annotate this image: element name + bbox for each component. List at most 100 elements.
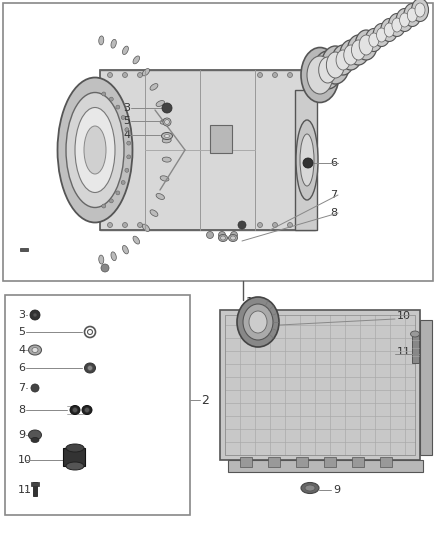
Text: 4: 4 [18,345,25,355]
Bar [100,70,315,230]
Ellipse shape [305,485,315,491]
Circle shape [303,158,313,168]
Text: 4: 4 [123,130,130,140]
Circle shape [258,72,262,77]
Ellipse shape [296,120,318,200]
Circle shape [138,222,142,228]
Circle shape [125,168,129,172]
Text: 6: 6 [330,158,337,168]
Ellipse shape [344,45,358,65]
Text: 9: 9 [18,430,25,440]
Ellipse shape [165,134,170,138]
Circle shape [107,72,113,77]
Bar [240,457,252,467]
Circle shape [272,222,278,228]
Ellipse shape [66,462,84,470]
Ellipse shape [156,193,164,199]
Ellipse shape [389,13,406,36]
Text: 8: 8 [330,208,337,218]
Ellipse shape [73,408,78,413]
Circle shape [127,141,131,145]
Circle shape [127,155,131,159]
Ellipse shape [32,348,38,352]
Circle shape [33,313,37,317]
Text: 1: 1 [246,296,254,310]
Circle shape [272,72,278,77]
Text: 7: 7 [330,190,337,200]
Circle shape [287,222,293,228]
Bar [210,125,232,153]
Ellipse shape [332,45,354,75]
Ellipse shape [355,30,377,60]
Ellipse shape [70,406,80,415]
Text: 9: 9 [333,485,340,495]
Ellipse shape [301,47,339,102]
Ellipse shape [373,23,390,46]
Ellipse shape [162,133,173,140]
Ellipse shape [99,255,104,264]
Ellipse shape [28,345,42,355]
Ellipse shape [150,210,158,216]
Text: 11: 11 [18,485,32,495]
Ellipse shape [142,69,149,76]
Ellipse shape [219,235,227,241]
Bar [220,310,420,460]
Ellipse shape [66,93,124,207]
Bar [324,457,336,467]
Ellipse shape [133,56,140,64]
Text: 5: 5 [123,116,130,126]
Circle shape [125,128,129,132]
Bar [380,457,392,467]
Ellipse shape [411,0,428,21]
Circle shape [110,97,113,101]
Ellipse shape [160,119,169,124]
Ellipse shape [82,406,92,415]
Text: 10: 10 [397,311,411,321]
Circle shape [238,221,246,229]
Circle shape [163,118,171,126]
Circle shape [102,92,106,96]
Ellipse shape [415,3,425,17]
Ellipse shape [133,236,140,244]
Ellipse shape [142,224,149,231]
Ellipse shape [351,40,365,60]
Circle shape [116,105,120,109]
Ellipse shape [340,40,362,70]
Ellipse shape [404,4,421,27]
Ellipse shape [392,18,402,32]
Text: 3: 3 [18,310,25,320]
Circle shape [121,116,125,119]
Ellipse shape [31,438,39,442]
Circle shape [30,310,40,320]
Circle shape [101,264,109,272]
Ellipse shape [75,108,115,192]
Bar [268,457,280,467]
Circle shape [258,222,262,228]
Ellipse shape [150,84,158,90]
Ellipse shape [123,46,128,54]
Circle shape [31,384,39,392]
Bar [31,482,39,486]
Text: 6: 6 [18,363,25,373]
Ellipse shape [381,19,398,42]
Ellipse shape [162,138,171,143]
Ellipse shape [156,101,164,107]
Ellipse shape [249,311,267,333]
Bar [295,90,317,230]
Ellipse shape [66,444,84,452]
Ellipse shape [229,235,237,241]
Text: 5: 5 [18,327,25,337]
Bar [420,320,432,455]
Text: 3: 3 [123,103,130,113]
Ellipse shape [321,46,350,84]
Ellipse shape [230,236,236,240]
Circle shape [206,231,213,238]
Ellipse shape [111,252,117,261]
Circle shape [230,231,237,238]
Circle shape [287,72,293,77]
Text: 2: 2 [201,393,209,407]
Bar [228,460,423,472]
Ellipse shape [301,482,319,494]
Ellipse shape [28,430,42,440]
Ellipse shape [365,28,382,52]
